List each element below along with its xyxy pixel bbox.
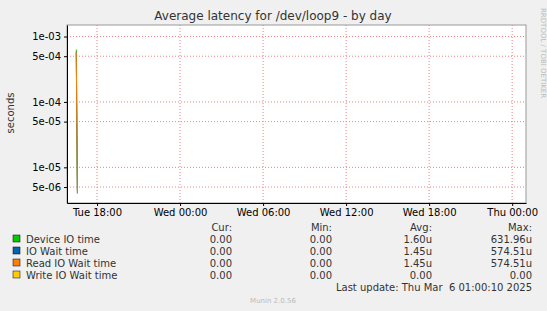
tick-mark (64, 167, 67, 168)
chart: 5e-06 1e-05 5e-05 1e-04 5e-04 1e-03 Tue 18:00 W… (0, 0, 547, 311)
tick-mark (429, 203, 430, 206)
tick: Wed 12:00 (320, 203, 374, 218)
title: Average latency for /dev/loop9 - by day (154, 9, 391, 23)
grid-line (180, 25, 181, 203)
legend-value: 1.60u (403, 234, 432, 245)
legend-value: 0.00 (410, 270, 432, 281)
legend-value: 0.00 (510, 270, 532, 281)
x-axis: Tue 18:00 Wed 00:00 Wed 06:00 Wed 12:00 Wed … (68, 203, 539, 218)
legend-value: 1.45u (403, 246, 432, 257)
tick-label: 1e-04 (32, 97, 61, 108)
grid-line (429, 25, 430, 203)
tick-label: 1e-05 (32, 162, 61, 173)
legend-label: Device IO time (26, 234, 100, 245)
grid-line (97, 25, 98, 203)
tick: 1e-03 (32, 31, 67, 42)
tick-mark (512, 203, 513, 206)
legend-header: Cur: (211, 222, 232, 233)
tick-label: 5e-04 (32, 51, 61, 62)
legend-swatch (13, 271, 20, 278)
legend-value: 0.00 (210, 234, 232, 245)
grid-line (67, 36, 526, 37)
legend-value: 631.96u (491, 234, 532, 245)
grid-line (67, 101, 526, 102)
grid-line (512, 25, 513, 203)
legend: Cur:Min:Avg:Max:Device IO time0.000.001.… (13, 222, 532, 281)
tick-mark (64, 102, 67, 103)
tick-mark (97, 203, 98, 206)
tick-mark (64, 187, 67, 188)
tick: 5e-06 (32, 182, 67, 193)
y-axis: 5e-06 1e-05 5e-05 1e-04 5e-04 1e-03 (32, 26, 67, 204)
series-line (76, 52, 77, 193)
legend-value: 0.00 (310, 270, 332, 281)
tick-mark (64, 37, 67, 38)
tick-mark (180, 203, 181, 206)
last-update: Last update: Thu Mar 6 01:00:10 2025 (336, 282, 532, 293)
tick-label: Tue 18:00 (72, 207, 122, 218)
tick-mark (64, 122, 67, 123)
grid-line (67, 121, 526, 122)
legend-value: 0.00 (310, 234, 332, 245)
tick: Tue 18:00 (72, 203, 122, 218)
tick: 5e-04 (32, 51, 67, 62)
legend-value: 0.00 (310, 246, 332, 257)
axis-line (67, 26, 68, 204)
series-lines (76, 50, 77, 194)
axis-line (68, 203, 527, 204)
tick-mark (263, 203, 264, 206)
legend-swatch (13, 259, 20, 266)
grid-line (67, 187, 526, 188)
series-line (76, 52, 77, 193)
tick: 1e-05 (32, 162, 67, 173)
tick: 1e-04 (32, 97, 67, 108)
legend-value: 0.00 (310, 258, 332, 269)
tick-label: Wed 00:00 (154, 207, 208, 218)
legend-value: 0.00 (210, 270, 232, 281)
plot-frame (67, 25, 526, 203)
legend-label: Read IO Wait time (26, 258, 116, 269)
legend-swatch (13, 235, 20, 242)
tick-label: 5e-05 (32, 116, 61, 127)
tick-label: Wed 18:00 (403, 207, 457, 218)
grid-line (346, 25, 347, 203)
legend-value: 1.45u (403, 258, 432, 269)
grid-line (67, 167, 526, 168)
plot-area (67, 25, 526, 203)
tick: Wed 06:00 (237, 203, 291, 218)
tick-mark (64, 56, 67, 57)
grid-line (67, 56, 526, 57)
tick-mark (346, 203, 347, 206)
tick-label: Wed 06:00 (237, 207, 291, 218)
legend-value: 574.51u (491, 246, 532, 257)
legend-header: Max: (508, 222, 532, 233)
legend-value: 0.00 (210, 246, 232, 257)
tick: Wed 18:00 (403, 203, 457, 218)
grid-line (263, 25, 264, 203)
legend-label: Write IO Wait time (26, 270, 117, 281)
footer: Munin 2.0.56 (250, 297, 296, 305)
tick-label: Thu 00:00 (486, 207, 538, 218)
legend-header: Min: (311, 222, 332, 233)
legend-swatch (13, 247, 20, 254)
tick-label: 5e-06 (32, 182, 61, 193)
legend-value: 0.00 (210, 258, 232, 269)
side-text: RRDTOOL / TOBI OETIKER (539, 8, 547, 98)
grid (67, 25, 526, 203)
tick-label: Wed 12:00 (320, 207, 374, 218)
axis-title: seconds (5, 93, 16, 134)
tick: Wed 00:00 (154, 203, 208, 218)
legend-value: 574.51u (491, 258, 532, 269)
background (0, 0, 547, 311)
legend-label: IO Wait time (26, 246, 88, 257)
tick-label: 1e-03 (32, 31, 61, 42)
tick: Thu 00:00 (486, 203, 538, 218)
legend-header: Avg: (410, 222, 432, 233)
tick: 5e-05 (32, 116, 67, 127)
